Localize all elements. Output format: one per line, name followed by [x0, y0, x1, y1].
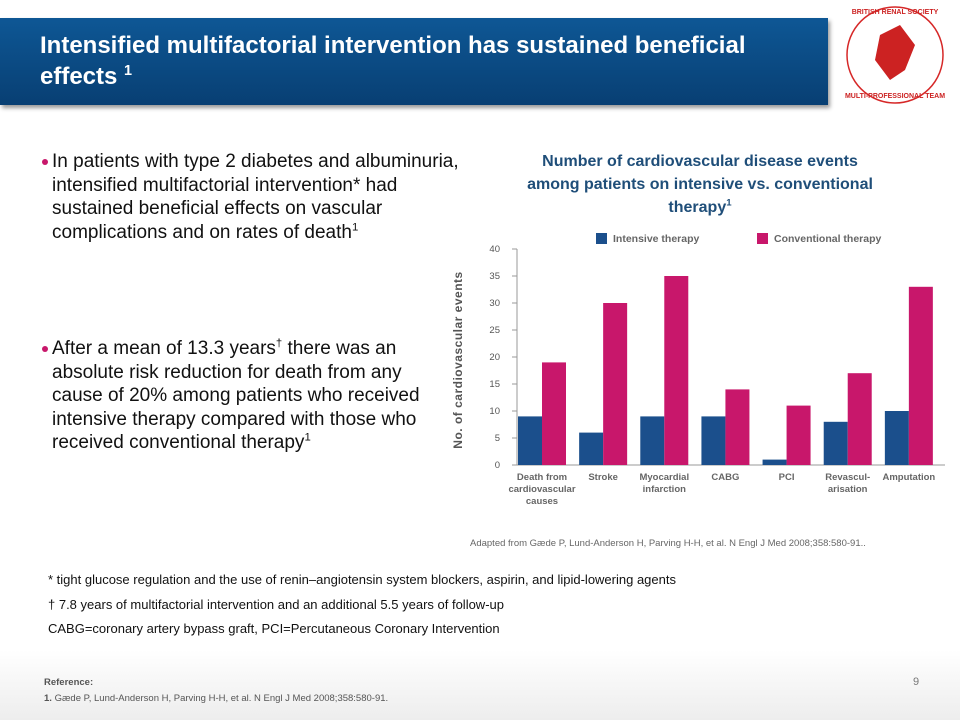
chart-title: Number of cardiovascular disease events … [515, 150, 885, 219]
legend-swatch [757, 233, 768, 244]
header-bar [0, 18, 828, 105]
header-title: Intensified multifactorial intervention … [40, 30, 800, 92]
bullet-dot [42, 346, 48, 352]
chart-title-text: Number of cardiovascular disease events … [527, 153, 873, 216]
bar [640, 416, 665, 465]
y-tick-label: 35 [489, 271, 500, 282]
reference-number: 1. [44, 693, 52, 704]
bullet-dot [42, 159, 48, 165]
title-text: Intensified multifactorial intervention … [40, 32, 746, 90]
x-tick-label: CABG [711, 472, 740, 483]
legend-swatch [596, 233, 607, 244]
logo: BRITISH RENAL SOCIETY MULTI-PROFESSIONAL… [845, 6, 945, 104]
bar [701, 416, 726, 465]
reference: 1. Gæde P, Lund-Anderson H, Parving H-H,… [44, 693, 388, 704]
y-tick-label: 30 [489, 298, 500, 309]
bar [823, 421, 848, 465]
bar [579, 432, 604, 465]
logo-bottom: MULTI-PROFESSIONAL TEAM [845, 93, 945, 100]
chart-title-ref: 1 [726, 197, 732, 209]
bar [786, 405, 811, 465]
footnote: † 7.8 years of multifactorial interventi… [48, 597, 504, 612]
bullet: After a mean of 13.3 years† there was an… [42, 337, 437, 455]
y-tick-label: 10 [489, 406, 500, 417]
bar [762, 459, 787, 465]
legend-label: Conventional therapy [774, 233, 882, 245]
bar [542, 362, 566, 465]
title-ref: 1 [124, 63, 133, 79]
bar [664, 276, 689, 465]
y-tick-label: 40 [489, 244, 500, 255]
legend-label: Intensive therapy [613, 233, 700, 245]
x-tick-label: Myocardial infarction [639, 472, 690, 495]
logo-map [875, 25, 915, 80]
logo-ring [846, 6, 944, 104]
logo-top: BRITISH RENAL SOCIETY [852, 9, 939, 16]
y-tick-label: 20 [489, 352, 500, 363]
x-tick-label: Amputation [882, 472, 936, 483]
footer-band [0, 650, 960, 720]
bullet-ref: † [275, 337, 283, 350]
page-number: 9 [913, 676, 920, 688]
y-tick-label: 0 [495, 460, 500, 471]
bar [518, 416, 542, 465]
reference-text: Gæde P, Lund-Anderson H, Parving H-H, et… [54, 693, 389, 704]
bullet-text: After a mean of 13.3 years [52, 338, 276, 359]
x-tick-label: Stroke [588, 472, 618, 483]
footnote: CABG=coronary artery bypass graft, PCI=P… [48, 621, 500, 636]
bar [884, 411, 909, 465]
bullet-text: there was an absolute risk reduction for… [52, 338, 420, 453]
bar [908, 286, 933, 465]
bar [725, 389, 750, 465]
bar [603, 303, 628, 465]
bullet-text: In patients with type 2 diabetes and alb… [52, 151, 459, 243]
footnote: * tight glucose regulation and the use o… [48, 572, 676, 587]
bar [847, 373, 872, 465]
bullet-ref: 1 [351, 221, 359, 234]
x-tick-label: Revascul- arisation [825, 472, 871, 495]
y-tick-label: 5 [495, 433, 500, 444]
source: Adapted from Gæde P, Lund-Anderson H, Pa… [470, 538, 866, 549]
bullet-ref: 1 [304, 431, 311, 444]
y-axis-label: No. of cardiovascular events [451, 271, 465, 448]
bullet: In patients with type 2 diabetes and alb… [42, 150, 467, 244]
y-tick-label: 15 [489, 379, 500, 390]
reference-heading: Reference: [44, 677, 94, 688]
y-tick-label: 25 [489, 325, 500, 336]
x-tick-label: PCI [778, 472, 795, 483]
x-tick-label: Death from cardiovascular causes [508, 472, 576, 507]
